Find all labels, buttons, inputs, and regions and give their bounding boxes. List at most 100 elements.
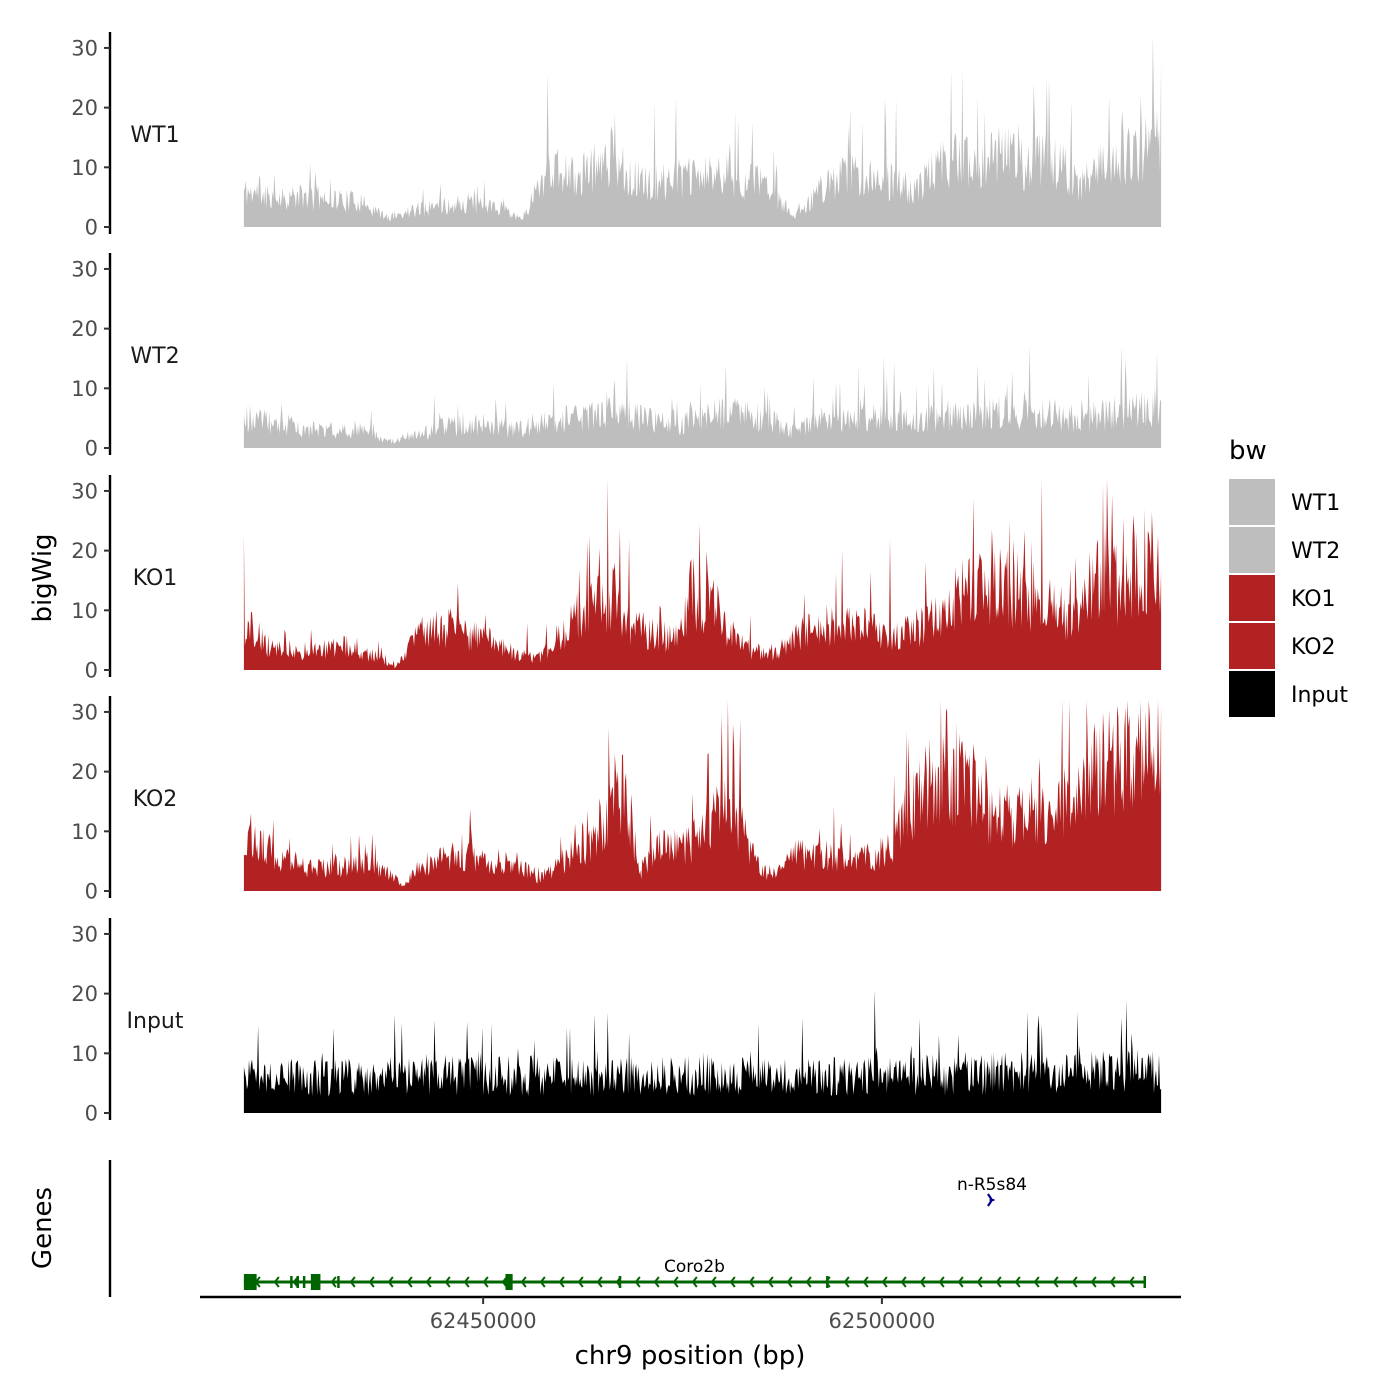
strand-chevron — [976, 1276, 983, 1288]
track-label-ko2: KO2 — [133, 787, 178, 812]
legend-title: bw — [1229, 436, 1267, 466]
y-tick-label: 30 — [71, 479, 98, 503]
y-tick-label: 0 — [85, 437, 98, 461]
y-tick-label: 10 — [71, 820, 98, 844]
y-axis-title: bigWig — [28, 533, 58, 622]
y-tick-label: 10 — [71, 377, 98, 401]
y-tick-label: 20 — [71, 760, 98, 784]
legend-swatch — [1229, 575, 1275, 621]
y-tick-label: 0 — [85, 880, 98, 904]
exon — [337, 1276, 340, 1288]
strand-chevron — [444, 1276, 451, 1288]
y-tick-label: 10 — [71, 1042, 98, 1066]
strand-chevron — [406, 1276, 413, 1288]
legend-label: WT2 — [1291, 539, 1340, 564]
exon — [1143, 1276, 1147, 1288]
legend-swatch — [1229, 623, 1275, 669]
track-label-ko1: KO1 — [133, 566, 178, 591]
genes-axis-title: Genes — [28, 1187, 58, 1269]
strand-chevron — [995, 1276, 1002, 1288]
strand-chevron — [368, 1276, 375, 1288]
track-ko2: 0 10 20 30 KO2 — [71, 696, 1162, 904]
strand-chevron — [1014, 1276, 1021, 1288]
strand-chevron — [653, 1276, 660, 1288]
strand-chevron — [729, 1276, 736, 1288]
y-tick-label: 30 — [71, 700, 98, 724]
track-wt2: 0 10 20 30 WT2 — [71, 253, 1162, 461]
legend-swatch — [1229, 671, 1275, 717]
strand-chevron — [881, 1276, 888, 1288]
legend-entry-ko1: KO1 — [1229, 575, 1336, 621]
gene-n-r5s84: n-R5s84 — [957, 1175, 1027, 1207]
strand-chevron — [862, 1276, 869, 1288]
track-ko1: 0 10 20 30 KO1 — [71, 475, 1162, 683]
track-label-input: Input — [127, 1009, 184, 1034]
strand-chevron — [425, 1276, 432, 1288]
y-tick-label: 30 — [71, 257, 98, 281]
y-tick-label: 30 — [71, 922, 98, 946]
legend-swatch — [1229, 479, 1275, 525]
strand-chevron — [919, 1276, 926, 1288]
y-tick-label: 0 — [85, 1102, 98, 1126]
track-label-wt1: WT1 — [130, 123, 179, 148]
strand-chevron — [938, 1276, 945, 1288]
strand-chevron — [577, 1276, 584, 1288]
y-tick-label: 20 — [71, 96, 98, 120]
strand-chevron — [1033, 1276, 1040, 1288]
bigwig-tracks: 0 10 20 30 WT1 0 10 20 30 WT2 0 10 20 30 KO1 0 10 20 30 KO2… — [71, 32, 1162, 1126]
strand-chevron — [539, 1276, 546, 1288]
coverage-area-ko2 — [243, 700, 1162, 891]
legend-swatch — [1229, 527, 1275, 573]
strand-chevron — [805, 1276, 812, 1288]
strand-chevron — [387, 1276, 394, 1288]
exon — [296, 1276, 300, 1288]
strand-chevron — [710, 1276, 717, 1288]
coverage-area-wt1 — [243, 36, 1162, 227]
strand-chevron — [1052, 1276, 1059, 1288]
strand-chevron — [634, 1276, 641, 1288]
legend: bw WT1 WT2 KO1 KO2 Input — [1229, 436, 1348, 717]
strand-chevron — [987, 1193, 994, 1207]
coverage-area-wt2 — [243, 346, 1162, 448]
exon — [310, 1274, 321, 1290]
y-tick-label: 10 — [71, 156, 98, 180]
strand-chevron — [767, 1276, 774, 1288]
legend-label: KO1 — [1291, 587, 1336, 612]
gene-label-coro2b: Coro2b — [664, 1257, 725, 1277]
x-tick-label: 62500000 — [828, 1309, 935, 1333]
strand-chevron — [558, 1276, 565, 1288]
coverage-area-input — [243, 989, 1162, 1113]
strand-chevron — [1128, 1276, 1135, 1288]
strand-chevron — [1090, 1276, 1097, 1288]
track-wt1: 0 10 20 30 WT1 — [71, 32, 1162, 240]
exon — [302, 1276, 306, 1288]
x-axis-title: chr9 position (bp) — [575, 1341, 806, 1371]
exon — [290, 1276, 293, 1288]
strand-chevron — [596, 1276, 603, 1288]
exon — [243, 1274, 257, 1290]
exon — [505, 1274, 513, 1290]
strand-chevron — [1109, 1276, 1116, 1288]
y-tick-label: 20 — [71, 539, 98, 563]
coverage-area-ko1 — [243, 479, 1162, 670]
x-tick-label: 62450000 — [430, 1309, 537, 1333]
x-axis: 62450000 62500000 — [200, 1295, 1181, 1333]
gene-coro2b: Coro2b — [243, 1257, 1147, 1290]
strand-chevron — [273, 1276, 280, 1288]
legend-entry-ko2: KO2 — [1229, 623, 1336, 669]
strand-chevron — [786, 1276, 793, 1288]
y-tick-label: 10 — [71, 599, 98, 623]
y-tick-label: 20 — [71, 317, 98, 341]
legend-entry-input: Input — [1229, 671, 1348, 717]
y-tick-label: 0 — [85, 659, 98, 683]
legend-label: KO2 — [1291, 635, 1336, 660]
y-tick-label: 30 — [71, 36, 98, 60]
track-input: 0 10 20 30 Input — [71, 918, 1162, 1126]
strand-chevron — [672, 1276, 679, 1288]
strand-chevron — [843, 1276, 850, 1288]
strand-chevron — [330, 1276, 337, 1288]
genes-panel: Coro2b n-R5s84 — [108, 1160, 1147, 1297]
strand-chevron — [463, 1276, 470, 1288]
legend-entry-wt1: WT1 — [1229, 479, 1340, 525]
